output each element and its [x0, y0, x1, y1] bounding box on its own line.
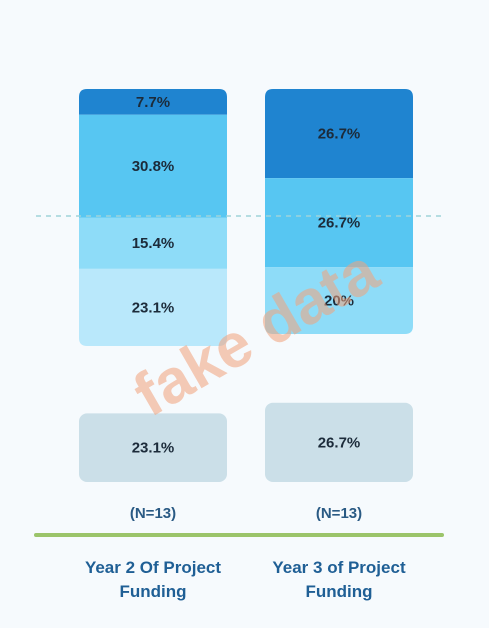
data-label-1-4: 23.1%: [132, 299, 175, 316]
separate-label-1: 23.1%: [132, 440, 175, 457]
data-label-1-2: 30.8%: [132, 158, 175, 175]
category-label-2-line-2: Funding: [305, 582, 372, 601]
category-label-2-line-1: Year 3 of Project: [272, 558, 406, 577]
category-labels-group: Year 2 Of Project Funding Year 3 of Projec…: [85, 558, 406, 601]
category-label-1-line-2: Funding: [119, 582, 186, 601]
data-label-2-2: 26.7%: [318, 215, 361, 232]
data-label-1-1: 7.7%: [136, 94, 170, 111]
data-label-2-1: 26.7%: [318, 126, 361, 143]
n-labels-group: (N=13) (N=13): [130, 505, 362, 522]
data-label-1-3: 15.4%: [132, 235, 175, 252]
category-label-1-line-1: Year 2 Of Project: [85, 558, 221, 577]
n-label-1: (N=13): [130, 505, 176, 522]
separate-label-2: 26.7%: [318, 434, 361, 451]
n-label-2: (N=13): [316, 505, 362, 522]
separate-bars-group: 23.1% 26.7%: [79, 403, 413, 482]
